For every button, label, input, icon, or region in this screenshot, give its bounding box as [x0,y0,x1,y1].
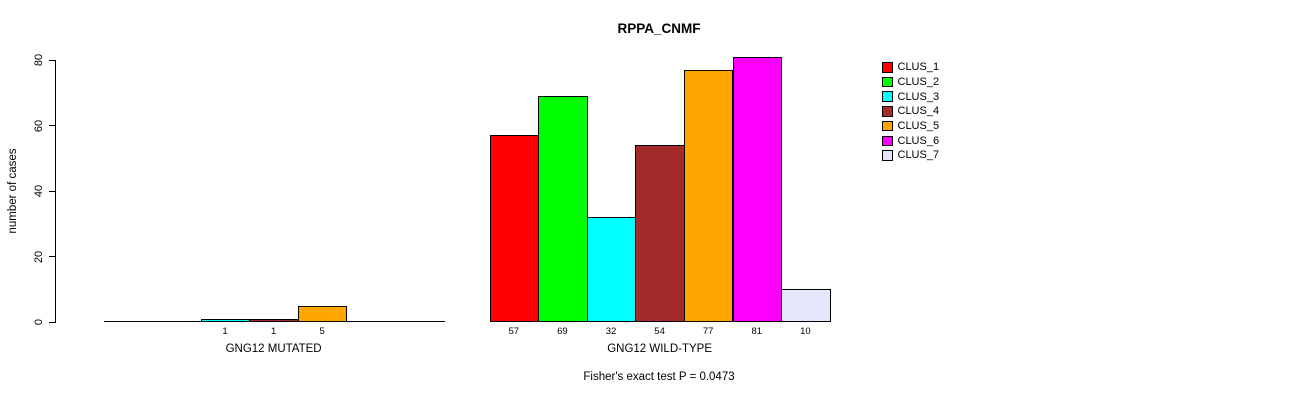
legend-label: CLUS_3 [897,90,940,103]
group-label: GNG12 WILD-TYPE [607,343,712,355]
legend-label: CLUS_7 [897,149,940,162]
legend-swatch-clus_5 [882,120,893,132]
legend-item: CLUS_7 [882,148,939,163]
bar-clus_3 [586,217,637,322]
bar-value-label: 1 [270,326,277,337]
legend-label: CLUS_1 [897,61,940,74]
y-tick [49,321,56,323]
y-tick [49,256,56,257]
legend-label: CLUS_6 [897,134,940,147]
bar-value-label: 81 [751,326,763,337]
legend-item: CLUS_4 [882,104,939,119]
bar-value-label: 77 [702,326,714,337]
bar-clus_4 [249,319,299,322]
y-tick [49,59,56,61]
bar-value-label: 5 [319,326,325,337]
y-tick [49,190,56,192]
y-tick-label: 40 [33,184,45,198]
bar-value-label: 54 [654,326,665,337]
bar-value-label: 57 [508,326,520,337]
bar-clus_6 [732,57,783,322]
legend-swatch-clus_1 [882,62,893,73]
group-label: GNG12 MUTATED [225,343,322,355]
bar-clus_5 [683,70,734,322]
legend-label: CLUS_4 [897,105,940,118]
bar-value-label: 10 [800,326,811,337]
y-tick [49,125,56,126]
legend-item: CLUS_5 [882,119,939,134]
legend-label: CLUS_5 [897,120,940,133]
legend-swatch-clus_3 [882,91,893,102]
y-tick-label: 0 [33,318,45,326]
bar-value-label: 69 [557,326,568,337]
bar-clus_4 [635,145,685,322]
legend-swatch-clus_4 [882,106,893,117]
bar-clus_3 [200,319,251,322]
bar-clus_2 [538,96,588,322]
legend-swatch-clus_6 [882,135,893,147]
y-tick-label: 80 [33,53,45,67]
bar-clus_7 [781,289,831,322]
bar-value-label: 32 [605,326,617,337]
legend-swatch-clus_2 [882,76,893,88]
y-axis-label: number of cases [7,148,19,234]
legend-label: CLUS_2 [897,76,940,89]
legend-item: CLUS_2 [882,75,939,90]
chart-title: RPPA_CNMF [617,21,701,36]
legend-item: CLUS_6 [882,133,939,148]
bar-clus_5 [297,306,348,322]
y-tick-label: 20 [33,250,45,263]
legend-swatch-clus_7 [882,150,893,161]
bar-value-label: 1 [222,326,228,337]
legend-item: CLUS_3 [882,89,939,104]
bar-clus_1 [489,135,540,322]
fisher-test-caption: Fisher's exact test P = 0.0473 [583,371,735,383]
legend-item: CLUS_1 [882,60,939,75]
legend: CLUS_1 CLUS_2 CLUS_3 CLUS_4 CLUS_5 CLUS_6 CLUS… [882,60,939,163]
y-tick-label: 60 [33,119,45,132]
